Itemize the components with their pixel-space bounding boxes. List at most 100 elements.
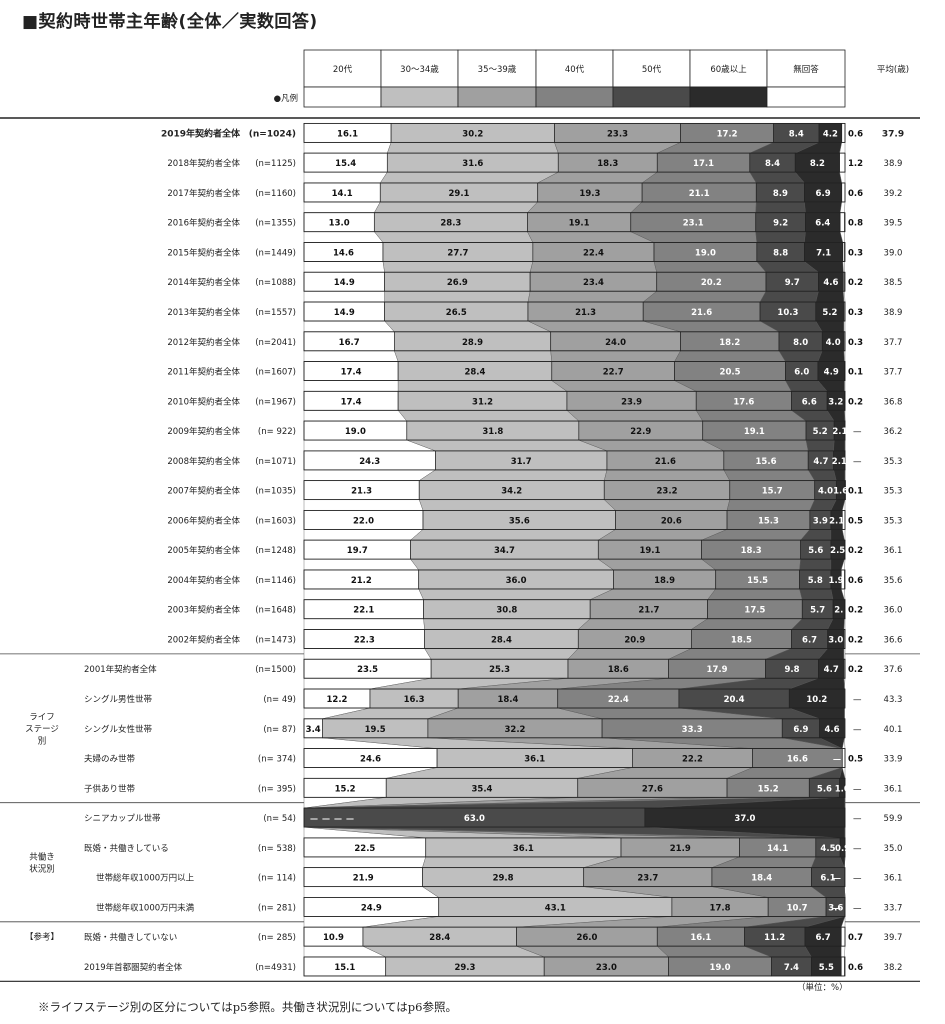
segment-connector — [303, 588, 424, 600]
segment-connector — [418, 499, 617, 511]
segment-value-label: 18.3 — [597, 159, 618, 169]
segment-value-label: 16.6 — [787, 755, 808, 765]
bar-outline — [303, 748, 846, 768]
bar-outline — [303, 688, 846, 709]
segment-value-label: 35.4 — [471, 784, 492, 794]
segment-connector — [759, 291, 819, 303]
bar-outline — [303, 956, 846, 977]
segment-value-label: 5.6 — [817, 784, 832, 794]
segment-value-label: 19.1 — [744, 427, 765, 437]
segment-value-label: 17.6 — [733, 397, 754, 407]
segment-connector — [423, 618, 591, 630]
segment-value-label: 25.3 — [489, 665, 510, 675]
row-average: 35.3 — [884, 487, 903, 497]
segment-value-label: 24.6 — [360, 755, 381, 765]
bar-segment — [840, 926, 846, 947]
bar-outline — [303, 301, 846, 322]
segment-connector — [642, 291, 767, 303]
row-label: 2018年契約者全体 — [167, 158, 240, 169]
row-label: シングル女性世帯 — [84, 724, 153, 735]
no-answer-value: 0.2 — [848, 635, 863, 645]
segment-connector — [529, 261, 657, 273]
segment-value-label: 4.2 — [823, 129, 838, 139]
segment-value-label: 23.3 — [607, 129, 628, 139]
segment-value-label: 21.6 — [655, 457, 676, 467]
segment-value-label: 1.6 — [833, 487, 848, 497]
legend-header-cell — [612, 49, 691, 88]
row-average: 40.1 — [884, 725, 903, 735]
segment-value-label: 19.0 — [695, 248, 716, 258]
row-sample-size: (n= 114) — [258, 874, 296, 884]
row-average: 39.0 — [884, 248, 903, 258]
bar-outline — [303, 599, 846, 620]
segment-value-label: 1.9 — [829, 576, 844, 586]
row-sample-size: (n=1125) — [255, 159, 296, 169]
segment-connector — [603, 499, 731, 511]
segment-connector — [674, 350, 786, 362]
no-answer-dash: — — [853, 814, 862, 824]
segment-value-label: 6.4 — [815, 219, 830, 229]
row-label: 2006年契約者全体 — [167, 515, 240, 526]
legend-swatch — [380, 86, 459, 108]
row-sample-size: (n=1500) — [255, 665, 296, 675]
segment-connector — [303, 618, 425, 630]
segment-value-label: 17.1 — [693, 159, 714, 169]
no-answer-value: 0.2 — [848, 665, 863, 675]
row-average: 59.9 — [884, 814, 903, 824]
bar-outline — [303, 420, 846, 441]
row-average: 39.2 — [884, 189, 903, 199]
no-answer-dash: — — [853, 427, 862, 437]
segment-value-label: 19.1 — [639, 546, 660, 556]
row-label: 子供あり世帯 — [84, 783, 136, 794]
no-answer-value: 0.3 — [848, 338, 863, 348]
row-sample-size: (n= 54) — [263, 814, 296, 824]
no-answer-value: 0.6 — [848, 576, 863, 586]
segment-connector — [630, 201, 757, 213]
segment-value-label: 15.7 — [762, 487, 783, 497]
legend-swatch — [535, 86, 614, 108]
segment-value-label: 36.1 — [524, 755, 545, 765]
segment-value-label: 17.8 — [710, 903, 731, 913]
segment-value-label: 31.2 — [472, 397, 493, 407]
row-label: 2019年契約者全体 — [161, 127, 241, 139]
row-average: 37.6 — [884, 665, 903, 675]
legend-category-label: 60歳以上 — [710, 64, 747, 75]
bar-segment — [839, 152, 846, 173]
segment-connector — [303, 380, 399, 392]
row-label: 2014年契約者全体 — [167, 277, 240, 288]
row-sample-size: (n= 49) — [263, 695, 296, 705]
segment-value-label: 22.7 — [603, 368, 624, 378]
segment-value-label: 28.9 — [462, 338, 483, 348]
segment-value-label: 5.2 — [822, 308, 837, 318]
segment-value-label: 6.7 — [802, 635, 817, 645]
segment-connector — [410, 558, 615, 571]
segment-connector — [843, 648, 846, 660]
legend-category-label: 無回答 — [793, 64, 819, 75]
segment-value-label: 17.4 — [341, 397, 362, 407]
segment-value-label: 10.9 — [323, 933, 344, 943]
zero-dash-label: — — [334, 814, 342, 823]
segment-value-label: 16.3 — [404, 695, 425, 705]
bar-outline — [303, 212, 846, 233]
segment-value-label: 23.4 — [583, 278, 604, 288]
segment-value-label: 28.4 — [429, 933, 450, 943]
segment-connector — [817, 350, 845, 362]
bar-outline — [303, 569, 846, 590]
row-sample-size: (n=1967) — [255, 397, 296, 407]
segment-value-label: 3.2 — [828, 397, 843, 407]
segment-connector — [804, 945, 842, 958]
bar-segment — [840, 956, 845, 977]
segment-value-label: 13.0 — [329, 219, 350, 229]
row-sample-size: (n= 87) — [263, 725, 296, 735]
row-average: 39.7 — [884, 933, 903, 943]
row-label: 2016年契約者全体 — [167, 218, 240, 229]
bar-outline — [303, 718, 846, 739]
segment-connector — [303, 499, 424, 511]
segment-connector — [303, 886, 440, 898]
segment-value-label: 22.3 — [354, 635, 375, 645]
group-label: 別 — [38, 736, 47, 746]
segment-value-label: 31.7 — [511, 457, 532, 467]
no-answer-dash: — — [853, 844, 862, 854]
segment-value-label: 18.5 — [731, 635, 752, 645]
bar-segment — [839, 212, 845, 233]
